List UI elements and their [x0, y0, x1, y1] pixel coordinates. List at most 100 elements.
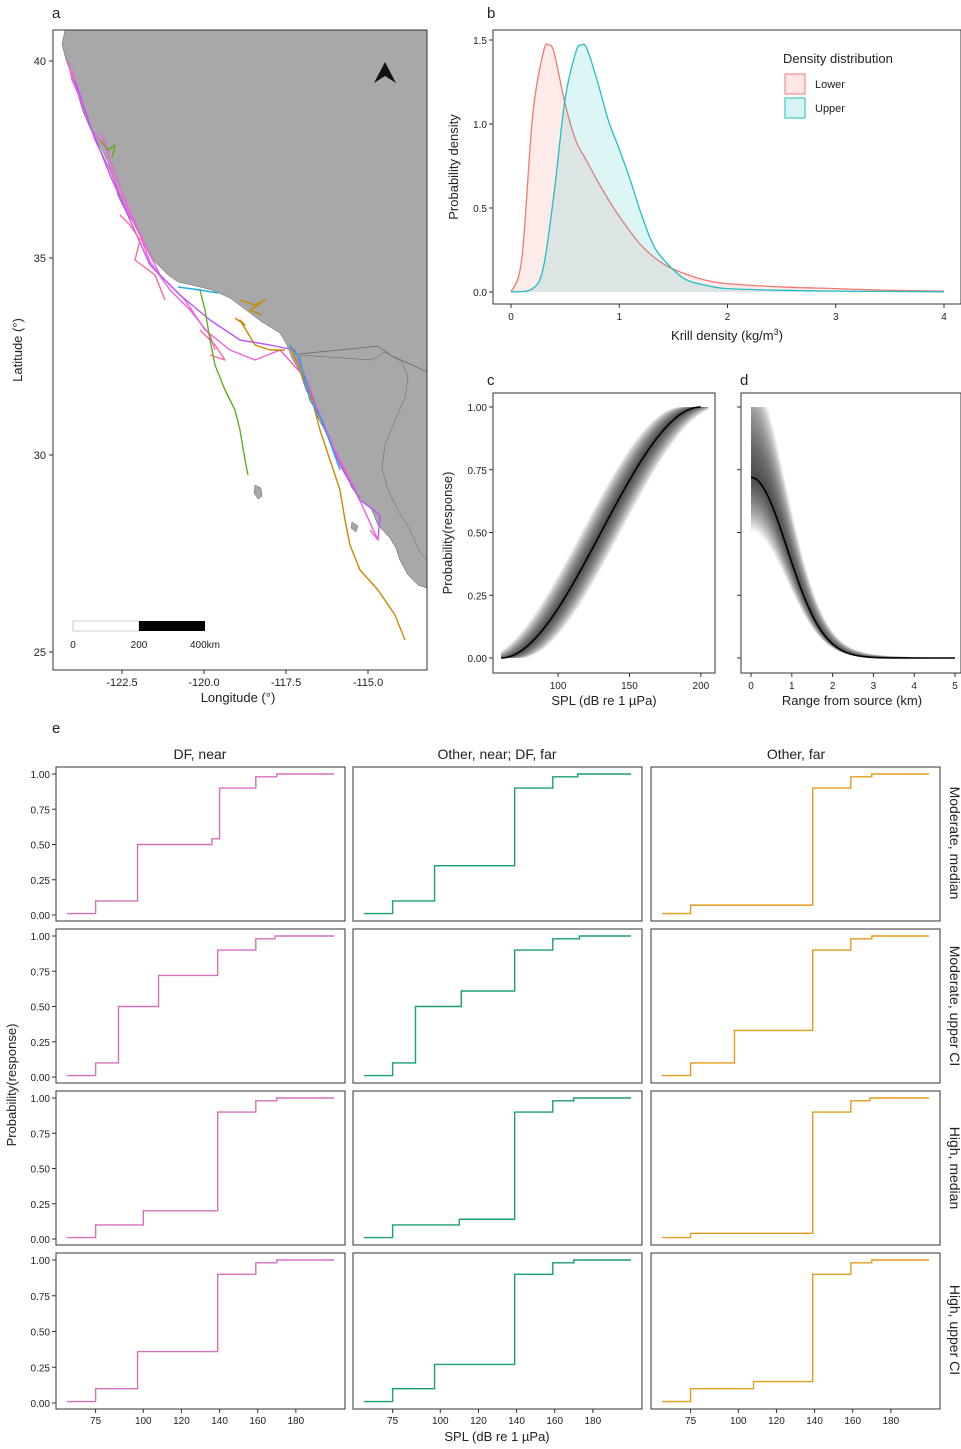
step-panel-frame	[352, 766, 643, 922]
y-tick-label: 1.00	[468, 403, 488, 414]
e-x-tick-label: 160	[546, 1416, 563, 1427]
e-x-tick-label: 140	[211, 1416, 228, 1427]
e-y-tick-label: 1.00	[31, 770, 51, 781]
e-x-tick-label: 120	[470, 1416, 487, 1427]
step-line	[662, 1259, 929, 1403]
step-response-grid: DF, near Other, near; DF, far Other, far…	[4, 746, 961, 1444]
step-panel-frame	[650, 928, 941, 1084]
chart-b-xlabel-end: )	[779, 328, 783, 343]
step-line	[364, 1097, 631, 1239]
animal-track	[199, 329, 226, 361]
x-tick-label: 5	[952, 681, 958, 692]
scale-bar-white	[72, 620, 140, 632]
e-x-tick-label: 180	[288, 1416, 305, 1427]
density-chart: 0 1 2 3 4 0.0 0.5 1.0 1.5 Probability density Kr…	[446, 29, 961, 343]
e-y-tick-label: 0.25	[31, 1363, 51, 1374]
step-panel-frame	[352, 1252, 643, 1410]
e-x-tick-label: 160	[249, 1416, 266, 1427]
animal-track	[177, 286, 219, 294]
chart-d-xlabel: Range from source (km)	[782, 693, 922, 708]
map-border-line	[297, 345, 427, 373]
b-y-tick-label: 1.5	[473, 36, 487, 47]
e-y-tick-label: 0.75	[31, 1292, 51, 1303]
step-panel-frame	[55, 928, 346, 1084]
chart-b-xlabel: Krill density (kg/m3)	[671, 327, 783, 343]
e-y-tick-label: 0.75	[31, 1129, 51, 1140]
map-x-tick: -120.0	[188, 677, 219, 689]
e-x-tick-label: 180	[883, 1416, 900, 1427]
e-y-tick-label: 1.00	[31, 1094, 51, 1105]
step-panel-frame	[650, 1252, 941, 1410]
e-x-tick-label: 75	[387, 1416, 399, 1427]
e-x-tick-label: 75	[685, 1416, 697, 1427]
b-y-tick-label: 0.5	[473, 204, 487, 215]
y-tick-label: 0.00	[468, 654, 488, 665]
chart-e-ylabel: Probability(response)	[4, 1024, 19, 1147]
e-x-tick-label: 160	[844, 1416, 861, 1427]
animal-track	[99, 139, 116, 159]
density-line-lower	[510, 43, 945, 293]
step-panel-frame	[55, 1090, 346, 1246]
step-line	[67, 935, 334, 1077]
e-y-tick-label: 0.75	[31, 805, 51, 816]
e-x-tick-label: 120	[768, 1416, 785, 1427]
panel-label-e: e	[52, 720, 60, 737]
e-x-tick-label: 180	[585, 1416, 602, 1427]
step-line	[364, 1259, 631, 1403]
map-panel: 0 200 400km -122.5 -120.0 -117.5 -115.0 …	[10, 29, 428, 705]
map-y-tick: 25	[34, 647, 46, 659]
step-panel-frame	[650, 766, 941, 922]
y-tick-label: 0.25	[468, 591, 488, 602]
row-header-1: Moderate, median	[947, 787, 961, 900]
legend-label-lower: Lower	[815, 79, 845, 91]
e-y-tick-label: 0.00	[31, 1235, 51, 1246]
x-tick-label: 1	[789, 681, 795, 692]
e-x-tick-label: 100	[432, 1416, 449, 1427]
chart-c-ylabel: Probability(response)	[440, 472, 455, 595]
map-y-tick: 40	[34, 56, 46, 68]
step-line	[67, 1097, 334, 1239]
e-x-tick-label: 140	[508, 1416, 525, 1427]
north-arrow-icon	[374, 62, 396, 83]
e-y-tick-label: 0.50	[31, 1003, 51, 1014]
map-x-tick: -117.5	[271, 677, 301, 689]
b-y-tick-label: 0.0	[473, 288, 487, 299]
map-island	[253, 484, 263, 500]
scale-bar-black	[139, 621, 205, 631]
x-tick-label: 150	[621, 681, 638, 692]
b-y-tick-label: 1.0	[473, 120, 487, 131]
b-x-tick-label: 0	[508, 312, 514, 323]
animal-track	[71, 69, 379, 541]
scale-label-0: 0	[70, 640, 76, 651]
step-panel-frame	[352, 928, 643, 1084]
step-line	[662, 773, 929, 915]
response-curve	[750, 476, 955, 659]
map-tracks	[67, 59, 406, 641]
map-x-ticks: -122.5 -120.0 -117.5 -115.0	[106, 670, 383, 689]
b-x-tick-label: 2	[725, 312, 731, 323]
row-header-4: High, upper CI	[947, 1285, 961, 1375]
e-y-tick-label: 0.50	[31, 1165, 51, 1176]
panel-label-b: b	[487, 5, 495, 22]
step-line	[662, 1097, 929, 1239]
step-panel-frame	[55, 1252, 346, 1410]
density-area-upper	[511, 44, 944, 292]
b-x-tick-label: 1	[616, 312, 622, 323]
step-line	[67, 773, 334, 915]
x-tick-label: 0	[748, 681, 754, 692]
legend-label-upper: Upper	[815, 103, 845, 115]
spl-response-chart: 100 150 200 0.00 0.25 0.50 0.75 1.00 Probabilit…	[440, 392, 716, 708]
animal-track	[289, 344, 406, 641]
col-header-2: Other, near; DF, far	[437, 746, 556, 762]
e-x-tick-label: 120	[173, 1416, 190, 1427]
e-y-tick-label: 0.00	[31, 911, 51, 922]
chart-b-ylabel: Probability density	[446, 114, 461, 220]
animal-track	[74, 79, 381, 541]
row-header-2: Moderate, upper CI	[947, 946, 961, 1067]
b-x-tick-label: 4	[941, 312, 947, 323]
e-x-tick-label: 100	[135, 1416, 152, 1427]
chart-c-xlabel: SPL (dB re 1 µPa)	[551, 693, 656, 708]
panel-label-d: d	[740, 372, 748, 389]
e-y-tick-label: 0.25	[31, 1200, 51, 1211]
e-x-tick-label: 75	[90, 1416, 102, 1427]
